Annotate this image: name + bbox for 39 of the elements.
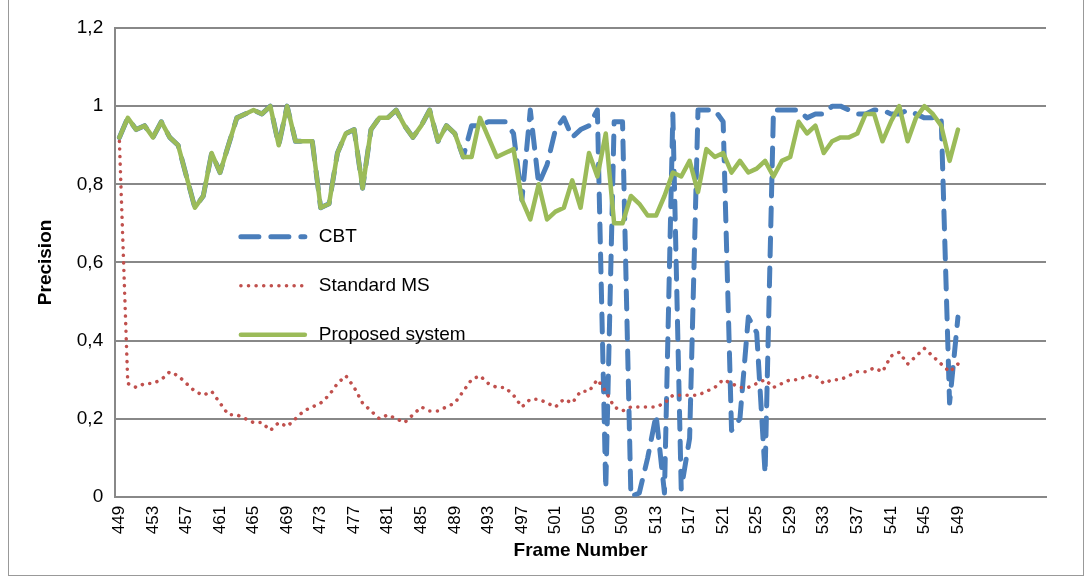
- legend-label: CBT: [318, 224, 358, 246]
- x-tick-label: 469: [276, 505, 296, 535]
- legend-label: Proposed system: [318, 322, 466, 344]
- x-axis-title: Frame Number: [513, 538, 649, 560]
- x-tick-label: 517: [679, 505, 699, 535]
- y-tick-label: 0,4: [76, 328, 104, 350]
- x-tick-label: 461: [209, 505, 229, 535]
- x-tick-label: 497: [511, 505, 531, 535]
- x-tick-label: 505: [578, 505, 598, 535]
- x-tick-label: 545: [914, 505, 934, 535]
- y-tick-label: 0,6: [76, 250, 104, 272]
- x-tick-label: 521: [712, 505, 732, 535]
- x-tick-label: 537: [847, 505, 867, 535]
- x-tick-label: 481: [377, 505, 397, 535]
- x-tick-label: 509: [612, 505, 632, 535]
- x-tick-label: 457: [176, 505, 196, 535]
- y-tick-label: 0,2: [76, 406, 104, 428]
- x-tick-label: 485: [410, 505, 430, 535]
- y-tick-label: 1,2: [76, 16, 104, 38]
- x-tick-label: 477: [343, 505, 363, 535]
- x-tick-label: 501: [545, 505, 565, 535]
- y-tick-label: 1: [92, 94, 104, 116]
- x-tick-label: 541: [880, 505, 900, 535]
- y-tick-label: 0: [92, 485, 104, 507]
- x-tick-label: 473: [310, 505, 330, 535]
- x-tick-label: 525: [746, 505, 766, 535]
- x-tick-label: 465: [243, 505, 263, 535]
- y-axis-title: Precision: [33, 219, 55, 306]
- x-tick-label: 529: [779, 505, 799, 535]
- x-tick-label: 493: [478, 505, 498, 535]
- legend-label: Standard MS: [318, 273, 430, 295]
- x-tick-label: 449: [109, 505, 129, 535]
- line-series: [117, 139, 960, 433]
- x-tick-label: 533: [813, 505, 833, 535]
- x-tick-label: 489: [444, 505, 464, 535]
- y-tick-label: 0,8: [76, 172, 104, 194]
- x-tick-label: 549: [947, 505, 967, 535]
- x-tick-label: 513: [645, 505, 665, 535]
- x-tick-label: 453: [142, 505, 162, 535]
